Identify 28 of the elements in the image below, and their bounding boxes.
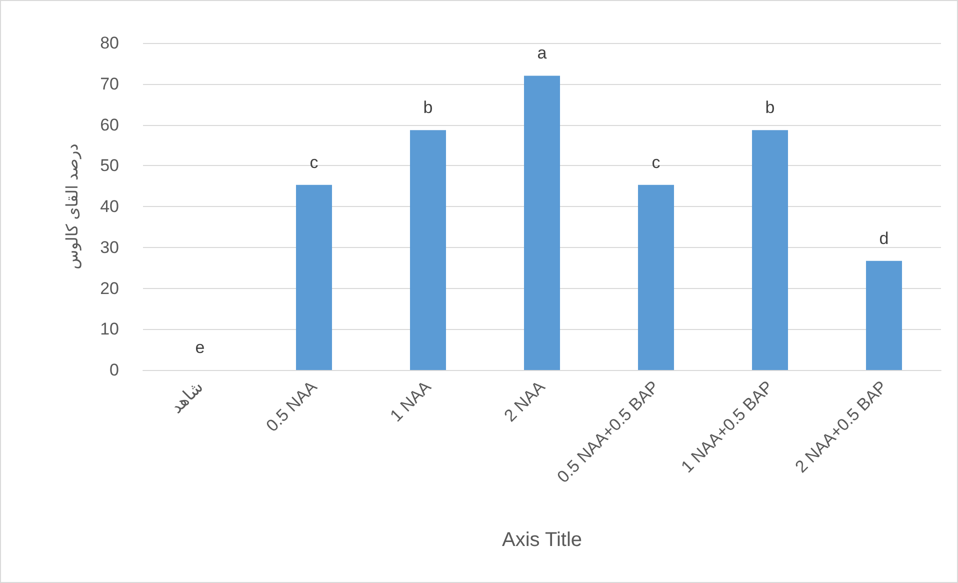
data-label: c [310, 152, 319, 172]
y-tick-label: 40 [100, 197, 119, 216]
x-tick-label: شاهد [166, 377, 207, 418]
y-tick-label: 10 [100, 320, 119, 339]
x-tick-label: 1 NAA [386, 376, 436, 426]
data-label: e [195, 338, 205, 357]
bar [524, 76, 560, 370]
y-axis-title: درصد القای کالوس [64, 144, 82, 270]
bar [638, 184, 674, 370]
y-tick-label: 20 [100, 278, 119, 298]
y-tick-label: 70 [100, 74, 119, 94]
data-label: a [537, 44, 548, 63]
data-label: d [879, 228, 889, 248]
bar [866, 260, 902, 370]
y-tick-label: 50 [100, 156, 119, 176]
data-label: b [765, 98, 775, 118]
y-tick-label: 80 [100, 34, 119, 52]
bar [296, 184, 332, 370]
bar [410, 130, 446, 370]
data-label: b [423, 98, 433, 118]
y-tick-label: 60 [100, 115, 119, 134]
bar [752, 130, 788, 370]
x-tick-label: 0.5 NAA [262, 376, 322, 436]
y-tick-label: 30 [100, 238, 119, 257]
x-axis-title: Axis Title [502, 529, 582, 551]
data-label: c [652, 152, 661, 172]
x-tick-label: 2 NAA [500, 376, 550, 426]
y-tick-label: 0 [110, 360, 119, 380]
